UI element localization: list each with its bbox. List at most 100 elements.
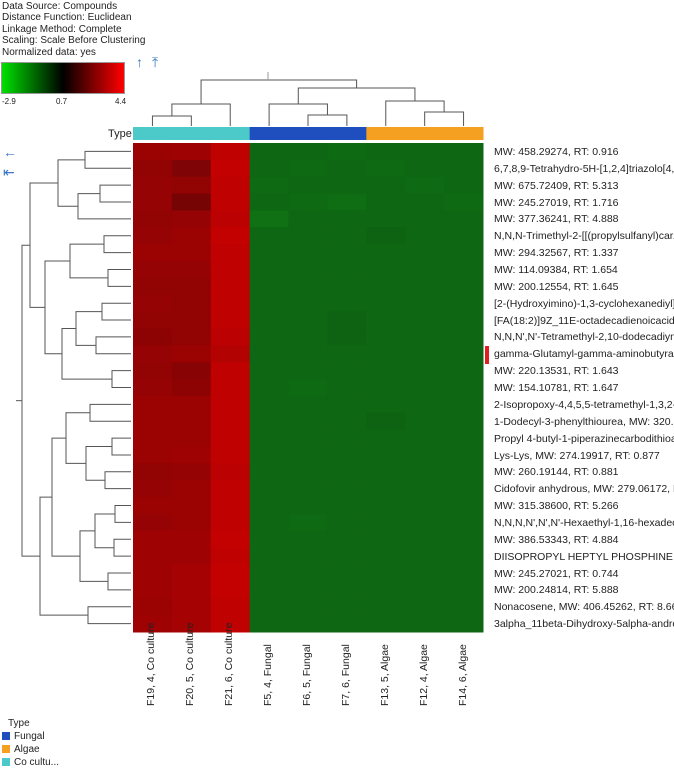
heatmap-cell <box>366 513 406 532</box>
heatmap-cell <box>171 379 212 397</box>
dendrogram-link <box>111 437 131 456</box>
heatmap-cell <box>405 362 445 380</box>
dendrogram-link <box>114 505 131 523</box>
column-label: F6, 5, Fungal <box>301 644 313 706</box>
row-label: DIISOPROPYL HEPTYL PHOSPHINE OXI... <box>494 550 674 563</box>
heatmap-cell <box>327 362 367 380</box>
dendrogram-link <box>44 260 70 355</box>
row-label: MW: 675.72409, RT: 5.313 <box>494 179 619 192</box>
heatmap-cell <box>249 143 290 161</box>
dendrogram-link <box>89 403 131 422</box>
heatmap-cell <box>444 227 484 245</box>
heatmap-cell <box>249 227 290 245</box>
heatmap-cell <box>210 277 251 296</box>
heatmap-cell <box>366 244 406 262</box>
row-label: [2-(Hydroxyimino)-1,3-cyclohexanediyl]..… <box>494 297 674 310</box>
heatmap-cell <box>210 328 251 346</box>
heatmap-cell <box>444 530 484 549</box>
heatmap-cell <box>133 227 173 245</box>
heatmap-cell <box>210 395 251 414</box>
heatmap-cell <box>288 193 328 211</box>
expand-up-icon[interactable]: ↑ <box>136 54 143 70</box>
heatmap-cell <box>288 598 328 616</box>
legend-swatch-algae <box>2 745 10 753</box>
row-label: Propyl 4-butyl-1-piperazinecarbodithioa.… <box>494 432 674 445</box>
heatmap-cell <box>288 564 328 582</box>
column-label: F7, 6, Fungal <box>339 644 352 706</box>
info-data-source: Data Source: Compounds <box>2 1 118 12</box>
expand-left-icon[interactable]: ← <box>3 144 17 160</box>
heatmap-cell <box>405 176 445 195</box>
row-label: MW: 315.38600, RT: 5.266 <box>494 500 619 513</box>
heatmap-cell <box>171 547 212 566</box>
heatmap-cell <box>366 311 406 329</box>
heatmap-cell <box>366 143 406 161</box>
heatmap-cell <box>133 362 173 380</box>
heatmap-cell <box>133 564 173 582</box>
info-distance-function: Distance Function: Euclidean <box>2 12 132 24</box>
info-scaling: Scaling: Scale Before Clustering <box>2 35 146 47</box>
heatmap-cell <box>288 176 328 195</box>
heatmap-cell <box>210 598 251 616</box>
heatmap-cell <box>210 412 251 431</box>
dendrogram-link <box>95 336 131 355</box>
legend-label-co-culture: Co cultu... <box>14 757 60 768</box>
heatmap-cell <box>444 412 484 431</box>
heatmap-cell <box>444 328 484 346</box>
type-annotation-label: Type <box>108 128 132 140</box>
heatmap-cell <box>210 210 251 228</box>
column-label: F14, 6, Algae <box>456 644 469 706</box>
heatmap-cell <box>133 176 173 195</box>
heatmap-cell <box>210 227 251 245</box>
heatmap-cell <box>366 328 406 346</box>
dendrogram-link <box>77 193 131 220</box>
scale-mid-label: 0.7 <box>56 97 68 106</box>
heatmap-cell <box>210 497 251 515</box>
heatmap-cell <box>133 379 173 397</box>
heatmap-cell <box>133 446 173 464</box>
dendrogram-link <box>151 115 192 126</box>
heatmap-cell <box>210 530 251 549</box>
heatmap-cell <box>249 210 290 228</box>
heatmap-cell <box>249 480 290 498</box>
heatmap-cell <box>288 379 328 397</box>
row-label: MW: 458.29274, RT: 0.916 <box>494 146 619 158</box>
dendrogram-link <box>107 572 131 591</box>
heatmap-cell <box>210 446 251 464</box>
heatmap-cell <box>171 143 212 161</box>
heatmap-cell <box>249 547 290 566</box>
dendrogram-link <box>111 370 131 388</box>
heatmap-cell <box>366 395 406 414</box>
heatmap-cell <box>366 261 406 279</box>
heatmap-cell <box>249 379 290 397</box>
heatmap-cell <box>288 227 328 245</box>
expand-top-icon[interactable]: ⤒ <box>152 54 159 70</box>
expand-far-left-icon[interactable]: ⇤ <box>3 164 15 180</box>
heatmap-cell <box>366 497 406 515</box>
row-label: 6,7,8,9-Tetrahydro-5H-[1,2,4]triazolo[4,… <box>494 162 674 175</box>
heatmap-cell <box>405 159 445 178</box>
heatmap-cell <box>171 176 212 195</box>
row-label: MW: 260.19144, RT: 0.881 <box>494 466 619 479</box>
heatmap-cell <box>405 412 445 431</box>
column-label: F5, 4, Fungal <box>262 644 275 706</box>
heatmap-cell <box>210 564 251 582</box>
heatmap-cell <box>327 193 367 211</box>
heatmap-cell <box>366 530 406 549</box>
heatmap-cell <box>444 143 484 161</box>
heatmap-cell <box>171 463 212 481</box>
heatmap-cell <box>133 581 173 599</box>
heatmap-cell <box>249 615 290 633</box>
scale-min-label: -2.9 <box>2 97 16 106</box>
heatmap-cell <box>327 345 367 363</box>
heatmap-cell <box>133 311 173 329</box>
heatmap-cell <box>249 244 290 262</box>
dendrogram-link <box>75 311 102 346</box>
heatmap-cell <box>288 311 328 329</box>
row-dendrogram <box>16 150 131 625</box>
heatmap-cell <box>288 530 328 549</box>
heatmap-cell <box>327 159 367 178</box>
heatmap-cell <box>133 598 173 616</box>
dendrogram-link <box>200 79 358 104</box>
dendrogram-link <box>69 243 108 279</box>
